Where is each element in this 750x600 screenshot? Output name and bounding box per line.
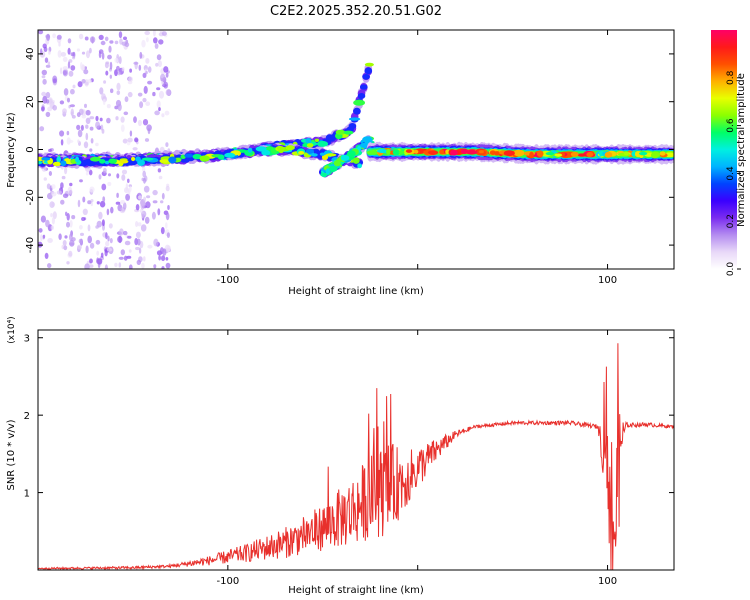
y-tick-label: -40 (25, 237, 36, 253)
colorbar: 0.0 0.2 0.4 0.6 0.8 Normalized spectral ampl… (711, 30, 747, 276)
y-tick-label: 3 (24, 334, 30, 345)
colorbar-tick-label: 0.8 (726, 70, 736, 85)
chart-title: C2E2.2025.352.20.51.G02 (270, 4, 442, 19)
snr-x-axis-label: Height of straight line (km) (288, 585, 424, 596)
spectrogram-ridge (366, 141, 674, 165)
snr-background (38, 330, 674, 570)
snr-frame (37, 329, 675, 571)
x-tick-label: -100 (216, 576, 239, 587)
y-tick-label: 20 (25, 95, 36, 108)
spectrogram-x-axis-label: Height of straight line (km) (288, 286, 424, 297)
colorbar-tick-label: 0.6 (726, 118, 736, 133)
colorbar-tick-label: 0.4 (726, 166, 736, 181)
y-tick-label: 0 (25, 146, 36, 152)
y-tick-label: 2 (24, 411, 30, 422)
snr-x-ticks: -100 100 (216, 330, 617, 587)
snr-y-axis-label: SNR (10 * v/v) (6, 419, 17, 490)
x-tick-label: 100 (598, 275, 617, 286)
snr-y-multiplier: (x10⁴) (7, 316, 17, 343)
x-tick-label: -100 (216, 275, 239, 286)
spectrogram-heatmap (38, 30, 674, 269)
colorbar-ticks: 0.0 0.2 0.4 0.6 0.8 (726, 70, 741, 276)
colorbar-tick-label: 0.0 (726, 262, 736, 277)
snr-y-ticks: 1 2 3 (24, 334, 674, 500)
spectrogram-ridge (319, 135, 375, 178)
y-tick-label: -20 (25, 189, 36, 205)
spectrogram-y-ticks: -40 -20 0 20 40 (25, 48, 674, 253)
spectrogram-panel: -100 100 -40 -20 0 20 40 Height of straight l… (6, 29, 675, 297)
colorbar-gradient (711, 30, 737, 269)
spectrogram-ridge (38, 142, 364, 169)
colorbar-tick-label: 0.2 (726, 214, 736, 228)
x-tick-label: 100 (598, 576, 617, 587)
y-tick-label: 40 (25, 48, 36, 61)
colorbar-label: Normalized spectral amplitude (736, 73, 747, 227)
spectrogram-y-axis-label: Frequency (Hz) (6, 112, 17, 188)
snr-panel: -100 100 1 2 3 Height of straight line (km)… (6, 316, 675, 596)
spectrogram-noise-columns (38, 30, 172, 269)
y-tick-label: 1 (24, 489, 30, 500)
spectrogram-x-ticks: -100 100 (216, 30, 617, 286)
snr-series-line (38, 343, 674, 570)
